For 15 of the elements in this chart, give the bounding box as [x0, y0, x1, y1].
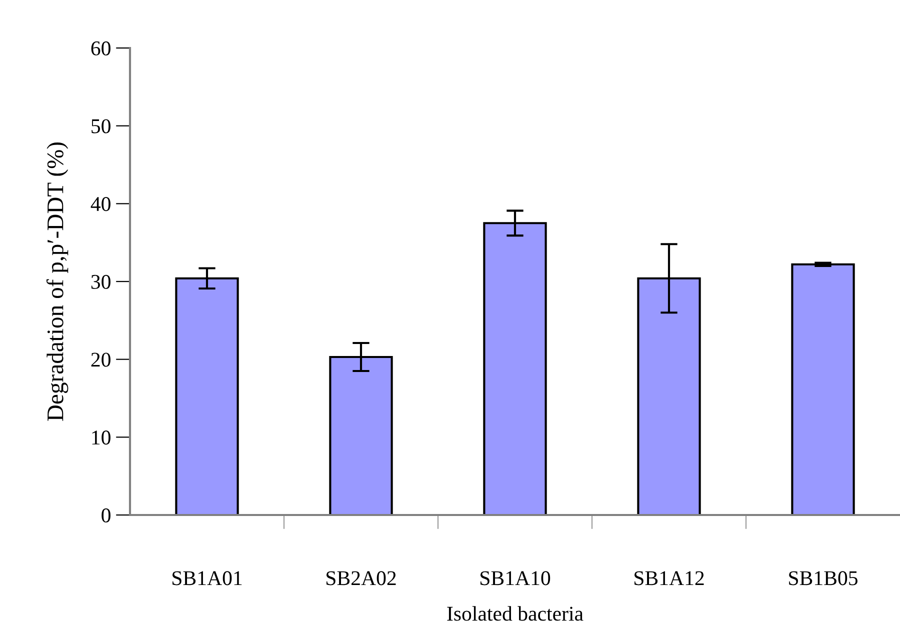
- y-tick-label: 30: [91, 274, 110, 289]
- y-tick-label: 60: [91, 41, 110, 56]
- y-tick-label: 40: [90, 197, 110, 212]
- y-tick-label: 20: [91, 352, 110, 367]
- x-tick-label: SB2A02: [326, 571, 396, 586]
- y-tick-label: 50: [92, 119, 110, 134]
- x-tick-label: SB1A12: [634, 571, 704, 586]
- x-tick-label: SB1B05: [789, 571, 858, 586]
- bar: [791, 263, 855, 515]
- y-tick-label: 0: [102, 508, 110, 522]
- x-tick-label: SB1A10: [480, 571, 550, 586]
- x-tick-label: SB1A01: [172, 571, 242, 586]
- x-axis-title: Isolated bacteria: [447, 606, 584, 621]
- y-axis-title: Degradation of p,p′-DDT (%): [46, 142, 68, 421]
- y-tick-label: 10: [92, 430, 110, 445]
